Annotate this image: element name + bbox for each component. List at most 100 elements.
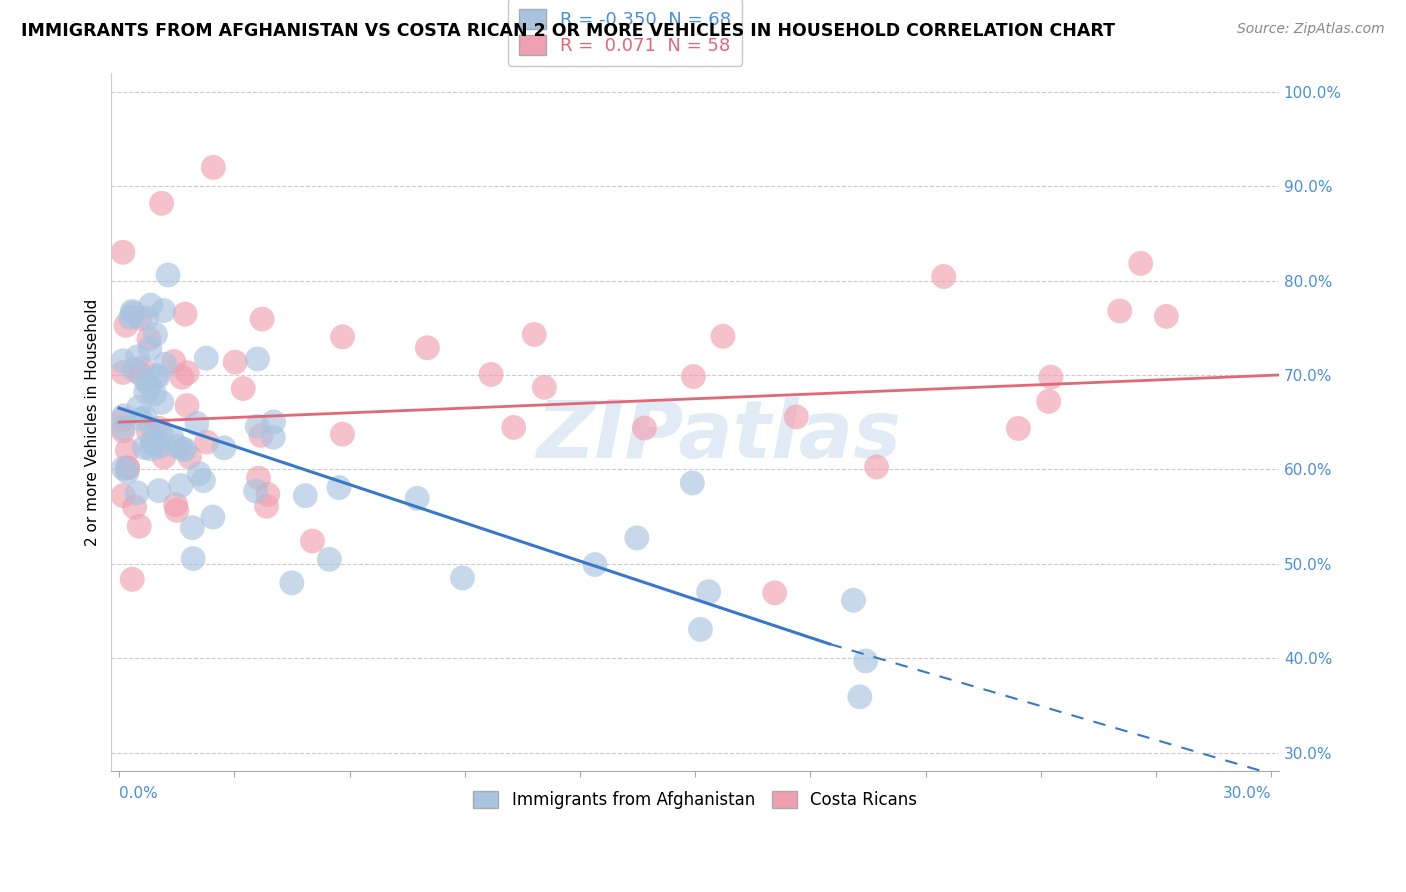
Point [181,551,204,566]
Point [202,161,225,175]
Point [139,379,162,393]
Point [1129,256,1152,270]
Point [246,419,269,434]
Point [855,654,877,668]
Point [153,357,176,371]
Point [111,412,134,426]
Point [1039,370,1062,384]
Point [124,500,146,515]
Point [849,690,872,704]
Point [166,439,188,453]
Point [263,415,285,429]
Point [157,268,180,282]
Point [201,510,224,524]
Point [318,552,340,566]
Point [212,441,235,455]
Point [932,269,955,284]
Point [129,412,152,426]
Point [247,471,270,485]
Point [145,368,167,383]
Point [245,483,267,498]
Point [112,461,135,475]
Point [170,478,193,492]
Point [332,330,354,344]
Point [172,442,194,456]
Point [111,366,134,380]
Point [146,369,169,384]
Point [166,503,188,517]
Text: ZIPatlas: ZIPatlas [536,397,901,475]
Point [188,467,211,481]
Point [150,196,173,211]
Point [1007,421,1029,435]
Point [148,440,170,454]
Y-axis label: 2 or more Vehicles in Household: 2 or more Vehicles in Household [86,299,100,546]
Point [232,382,254,396]
Point [121,572,143,586]
Point [842,593,865,607]
Point [135,311,157,326]
Point [328,481,350,495]
Point [117,443,139,458]
Point [111,424,134,438]
Point [633,421,655,435]
Point [122,306,145,320]
Point [281,575,304,590]
Point [142,435,165,450]
Point [785,409,807,424]
Point [165,498,187,512]
Point [246,351,269,366]
Legend: Immigrants from Afghanistan, Costa Ricans: Immigrants from Afghanistan, Costa Rican… [467,784,924,815]
Point [179,450,201,464]
Point [121,304,143,318]
Point [139,298,162,312]
Point [129,311,152,326]
Point [148,483,170,498]
Point [626,531,648,545]
Point [224,355,246,369]
Point [127,350,149,364]
Point [689,623,711,637]
Point [681,475,703,490]
Point [135,374,157,388]
Point [131,361,153,376]
Point [128,401,150,415]
Point [160,431,183,445]
Point [451,571,474,585]
Point [163,354,186,368]
Point [111,353,134,368]
Point [332,427,354,442]
Point [128,519,150,533]
Point [143,387,166,401]
Point [711,329,734,343]
Point [134,441,156,455]
Point [141,436,163,450]
Point [256,487,278,501]
Point [115,318,138,333]
Point [127,486,149,500]
Point [139,342,162,356]
Point [174,307,197,321]
Point [112,489,135,503]
Text: 0.0%: 0.0% [120,786,157,800]
Point [152,303,174,318]
Point [150,395,173,409]
Point [117,461,139,475]
Point [138,332,160,346]
Point [136,424,159,438]
Point [523,327,546,342]
Point [111,245,134,260]
Point [294,489,316,503]
Point [139,442,162,456]
Point [682,369,704,384]
Point [301,534,323,549]
Point [262,430,284,444]
Point [1108,304,1130,318]
Point [128,366,150,380]
Point [176,366,198,380]
Point [193,474,215,488]
Point [416,341,439,355]
Point [122,363,145,377]
Point [112,409,135,423]
Point [406,491,429,506]
